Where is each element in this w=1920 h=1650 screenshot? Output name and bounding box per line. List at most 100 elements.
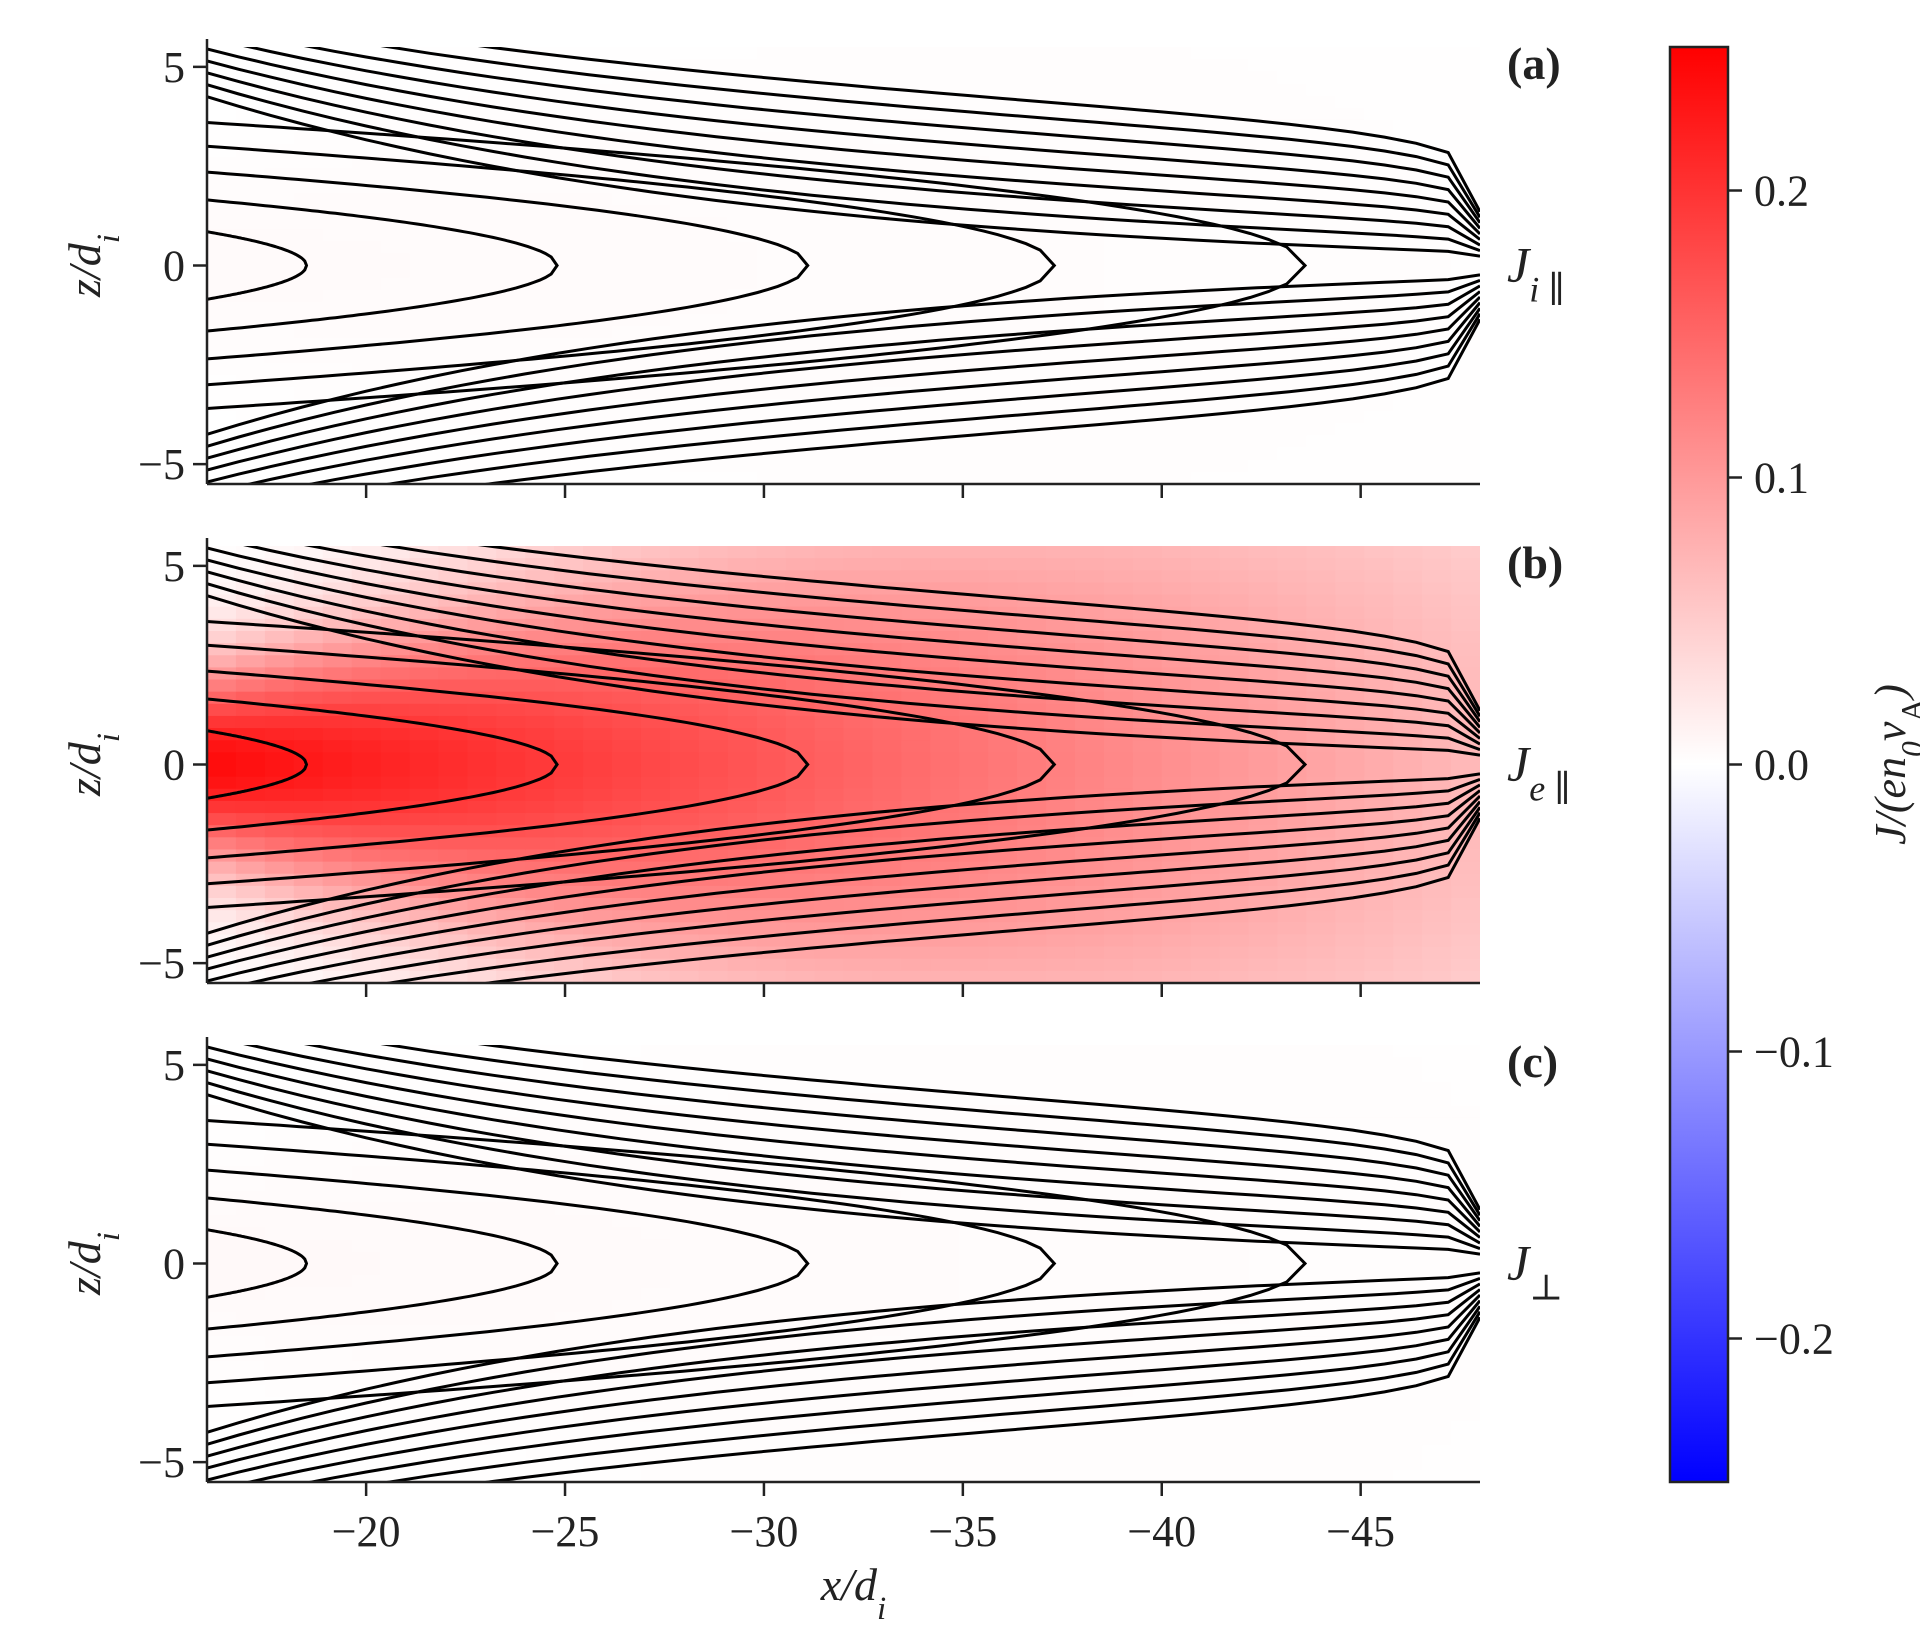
- heatmap-cell: [1306, 703, 1336, 717]
- heatmap-cell: [901, 1154, 931, 1167]
- heatmap-cell: [901, 1457, 931, 1471]
- heatmap-cell: [554, 216, 584, 230]
- heatmap-cell: [1335, 570, 1365, 584]
- heatmap-cell: [669, 253, 700, 267]
- heatmap-cell: [467, 667, 497, 681]
- heatmap-cell: [293, 1287, 324, 1301]
- heatmap-cell: [872, 253, 902, 267]
- heatmap-cell: [1046, 168, 1076, 182]
- heatmap-cell: [1161, 546, 1192, 559]
- heatmap: [207, 1045, 1480, 1482]
- heatmap-cell: [698, 1312, 729, 1325]
- heatmap-cell: [814, 1384, 845, 1398]
- heatmap-cell: [583, 192, 613, 206]
- heatmap-cell: [930, 1227, 960, 1240]
- heatmap-cell: [843, 119, 874, 133]
- heatmap-cell: [1161, 934, 1192, 948]
- heatmap-cell: [930, 423, 960, 437]
- heatmap-cell: [1190, 131, 1221, 145]
- heatmap-cell: [785, 1251, 816, 1265]
- heatmap-cell: [1161, 423, 1192, 437]
- heatmap-cell: [409, 1287, 440, 1301]
- heatmap-cell: [1190, 180, 1221, 194]
- heatmap-cell: [1306, 1081, 1336, 1095]
- heatmap-cell: [1248, 910, 1279, 923]
- heatmap-cell: [727, 301, 758, 315]
- heatmap-cell: [1046, 59, 1076, 72]
- heatmap-cell: [1103, 764, 1134, 778]
- heatmap-cell: [380, 1190, 411, 1204]
- heatmap-cell: [640, 1227, 671, 1240]
- heatmap-cell: [1306, 715, 1336, 729]
- heatmap-cell: [1335, 314, 1365, 327]
- heatmap-cell: [525, 1336, 555, 1350]
- heatmap-cell: [1017, 471, 1047, 484]
- heatmap-cell: [1046, 861, 1076, 875]
- heatmap-cell: [293, 326, 324, 339]
- heatmap-cell: [583, 1154, 613, 1167]
- open-field-line: [303, 806, 1480, 983]
- heatmap-cell: [959, 958, 989, 972]
- heatmap-cell: [756, 594, 787, 608]
- heatmap-cell: [785, 131, 816, 145]
- heatmap-cell: [1451, 144, 1480, 157]
- heatmap-cell: [293, 691, 324, 705]
- open-field-line: [207, 47, 1480, 236]
- heatmap-cell: [467, 1263, 497, 1277]
- heatmap-cell: [1335, 1045, 1365, 1058]
- heatmap-cell: [322, 265, 353, 279]
- heatmap-cell: [1248, 1421, 1279, 1435]
- heatmap-cell: [380, 1166, 411, 1180]
- heatmap-cell: [1306, 1312, 1336, 1325]
- heatmap-cell: [814, 301, 845, 315]
- heatmap-cell: [1422, 447, 1452, 461]
- heatmap-cell: [727, 95, 758, 109]
- heatmap-cell: [1364, 946, 1394, 960]
- heatmap-cell: [872, 411, 902, 424]
- heatmap-cell: [554, 1287, 584, 1301]
- heatmap-cell: [1364, 606, 1394, 620]
- heatmap-cell: [1103, 1409, 1134, 1422]
- heatmap-cell: [1103, 447, 1134, 461]
- heatmap-cell: [901, 144, 931, 157]
- heatmap-cell: [1190, 95, 1221, 109]
- heatmap-cell: [1422, 1057, 1452, 1070]
- heatmap-cell: [1103, 1142, 1134, 1155]
- heatmap-cell: [814, 1069, 845, 1083]
- heatmap-cell: [872, 107, 902, 121]
- heatmap-cell: [1132, 558, 1163, 571]
- heatmap-cell: [756, 459, 787, 473]
- heatmap-cell: [1248, 1469, 1279, 1482]
- heatmap-cell: [698, 752, 729, 766]
- heatmap-cell: [640, 1202, 671, 1216]
- heatmap-cell: [1046, 447, 1076, 461]
- heatmap-cell: [785, 1263, 816, 1277]
- heatmap-cell: [612, 788, 642, 802]
- heatmap-cell: [901, 594, 931, 608]
- heatmap-cell: [1277, 229, 1308, 242]
- heatmap-cell: [467, 471, 497, 484]
- heatmap-cell: [1364, 570, 1394, 584]
- heatmap-cell: [1248, 594, 1279, 608]
- heatmap-cell: [1190, 898, 1221, 911]
- heatmap-cell: [554, 192, 584, 206]
- heatmap-cell: [814, 898, 845, 911]
- heatmap-cell: [264, 1251, 295, 1265]
- heatmap-cell: [756, 301, 787, 315]
- panel-letter: (b): [1507, 537, 1563, 588]
- heatmap-cell: [872, 1105, 902, 1119]
- heatmap-cell: [1161, 144, 1192, 157]
- heatmap-cell: [901, 558, 931, 571]
- open-field-line: [207, 295, 1480, 484]
- heatmap-cell: [1422, 910, 1452, 923]
- heatmap-cell: [640, 435, 671, 449]
- heatmap-cell: [1393, 1433, 1423, 1447]
- heatmap-cell: [1219, 1093, 1250, 1107]
- heatmap-cell: [1364, 691, 1394, 705]
- heatmap-cell: [814, 970, 845, 983]
- heatmap-cell: [698, 47, 729, 60]
- heatmap-cell: [1393, 447, 1423, 461]
- colorbar-tick-label: 0.1: [1754, 454, 1809, 503]
- heatmap-cell: [1046, 314, 1076, 327]
- heatmap-cell: [640, 241, 671, 254]
